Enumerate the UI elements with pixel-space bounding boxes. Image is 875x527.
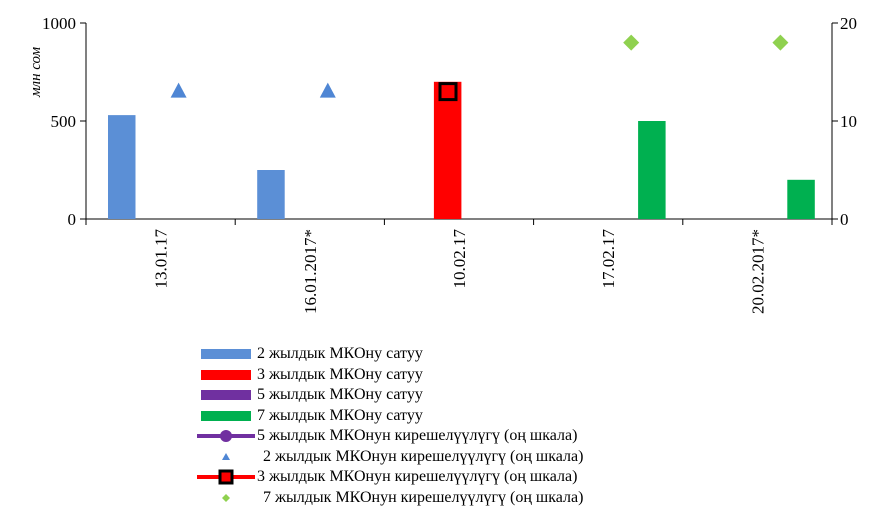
x-tick-label: 20.02.2017* bbox=[748, 229, 767, 314]
left-tick-label: 500 bbox=[51, 112, 77, 131]
legend-bar-swatch bbox=[201, 369, 251, 380]
yield-marker-triangle bbox=[170, 82, 187, 98]
legend-item: 2 жылдык МКОнун кирешелүүлүгү (оң шкала) bbox=[195, 447, 583, 468]
chart: 0 500 1000 0 10 20 13.01.17 16.01.2017* 10.02.17… bbox=[28, 14, 857, 314]
right-tick-label: 20 bbox=[840, 14, 857, 33]
x-tick-label: 13.01.17 bbox=[152, 229, 171, 289]
legend-swatch bbox=[201, 410, 251, 421]
markers bbox=[170, 34, 789, 102]
legend-square-marker bbox=[218, 469, 234, 485]
right-tick-label: 10 bbox=[840, 112, 857, 131]
legend-item: 5 жылдык МКОнун кирешелүүлүгү (оң шкала) bbox=[195, 426, 583, 447]
bar bbox=[108, 115, 136, 219]
legend-item: 3 жылдык МКОну сатуу bbox=[195, 365, 583, 386]
right-tick-label: 0 bbox=[840, 210, 849, 229]
legend-swatch bbox=[201, 369, 251, 380]
yield-marker-triangle bbox=[319, 82, 336, 98]
legend-label: 5 жылдык МКОну сатуу bbox=[257, 386, 423, 404]
legend-item: 7 жылдык МКОну сатуу bbox=[195, 406, 583, 427]
legend-label: 7 жылдык МКОну сатуу bbox=[257, 406, 423, 424]
legend-label: 7 жылдык МКОнун кирешелүүлүгү (оң шкала) bbox=[263, 488, 584, 506]
bar bbox=[787, 179, 815, 219]
x-tick-label: 17.02.17 bbox=[599, 229, 618, 289]
yield-marker-diamond bbox=[623, 34, 640, 51]
legend-diamond-marker bbox=[222, 493, 230, 502]
legend-swatch bbox=[222, 493, 230, 502]
left-tick-label: 0 bbox=[68, 210, 77, 229]
x-tick-label: 10.02.17 bbox=[450, 229, 469, 289]
bar bbox=[433, 81, 462, 219]
legend-swatch bbox=[201, 349, 251, 360]
legend-label: 2 жылдык МКОну сатуу bbox=[257, 345, 423, 363]
bars bbox=[108, 81, 815, 219]
legend-bar-swatch bbox=[201, 349, 251, 360]
legend-label: 3 жылдык МКОнун кирешелүүлүгү (оң шкала) bbox=[257, 468, 578, 486]
bar bbox=[257, 170, 285, 219]
x-tick-label: 16.01.2017* bbox=[301, 229, 320, 314]
legend-label: 2 жылдык МКОнун кирешелүүлүгү (оң шкала) bbox=[263, 447, 584, 465]
legend-bar-swatch bbox=[201, 390, 251, 401]
legend: 2 жылдык МКОну сатуу 3 жылдык МКОну сатуу… bbox=[195, 344, 583, 508]
yield-marker-diamond bbox=[772, 34, 789, 51]
legend-label: 3 жылдык МКОну сатуу bbox=[257, 365, 423, 383]
yield-marker-square bbox=[438, 82, 458, 102]
legend-swatch bbox=[222, 452, 230, 460]
legend-item: 5 жылдык МКОну сатуу bbox=[195, 385, 583, 406]
y-axis-label: млн сом bbox=[28, 47, 44, 99]
legend-circle-marker bbox=[220, 430, 232, 443]
legend-swatch bbox=[197, 430, 255, 443]
axes: 0 500 1000 0 10 20 13.01.17 16.01.2017* 10.02.17… bbox=[42, 14, 857, 314]
legend-bar-swatch bbox=[201, 410, 251, 421]
legend-item: 7 жылдык МКОнун кирешелүүлүгү (оң шкала) bbox=[195, 488, 583, 509]
legend-label: 5 жылдык МКОнун кирешелүүлүгү (оң шкала) bbox=[257, 427, 578, 445]
legend-item: 3 жылдык МКОнун кирешелүүлүгү (оң шкала) bbox=[195, 467, 583, 488]
bar bbox=[638, 121, 666, 219]
legend-triangle-marker bbox=[222, 452, 230, 460]
left-tick-label: 1000 bbox=[42, 14, 76, 33]
legend-item: 2 жылдык МКОну сатуу bbox=[195, 344, 583, 365]
legend-swatch bbox=[197, 469, 255, 485]
legend-swatch bbox=[201, 390, 251, 401]
